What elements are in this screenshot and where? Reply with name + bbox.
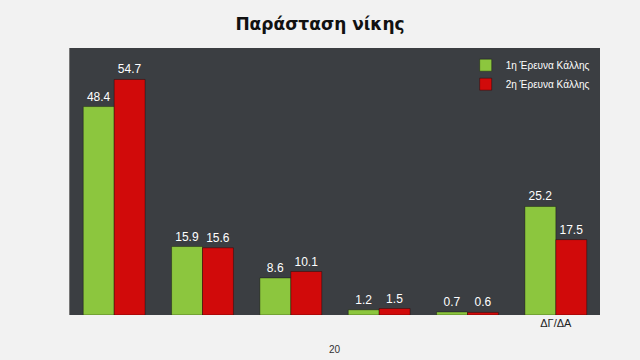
svg-text:0.7: 0.7 (444, 295, 461, 309)
svg-text:1.5: 1.5 (386, 292, 403, 306)
svg-text:48.4: 48.4 (87, 90, 111, 104)
svg-text:10.1: 10.1 (294, 255, 318, 269)
svg-text:15.6: 15.6 (206, 231, 230, 245)
svg-text:Παράσταση νίκης: Παράσταση νίκης (235, 14, 404, 34)
svg-text:1η Έρευνα Κάλλης: 1η Έρευνα Κάλλης (506, 60, 590, 71)
svg-text:20: 20 (329, 344, 341, 355)
svg-text:17.5: 17.5 (559, 223, 583, 237)
svg-text:15.9: 15.9 (175, 230, 199, 244)
svg-text:1.2: 1.2 (355, 293, 372, 307)
svg-text:ΔΓ/ΔΑ: ΔΓ/ΔΑ (540, 317, 572, 329)
svg-text:0.6: 0.6 (474, 295, 491, 309)
svg-text:2η Έρευνα Κάλλης: 2η Έρευνα Κάλλης (506, 79, 590, 90)
svg-text:25.2: 25.2 (529, 189, 553, 203)
svg-text:54.7: 54.7 (118, 62, 142, 76)
svg-text:8.6: 8.6 (267, 261, 284, 275)
